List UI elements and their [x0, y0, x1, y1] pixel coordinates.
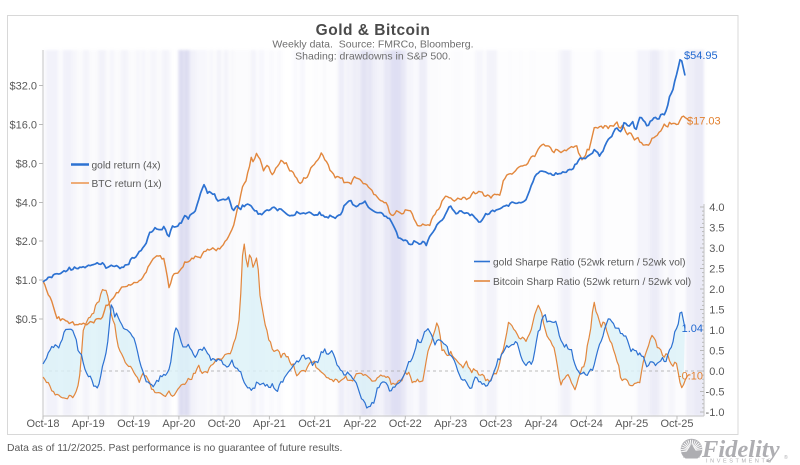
svg-text:$32.0: $32.0 [9, 80, 37, 92]
svg-text:3.5: 3.5 [709, 222, 724, 234]
svg-text:Oct-19: Oct-19 [117, 418, 150, 430]
svg-text:Fidelity: Fidelity [701, 436, 780, 463]
svg-text:-1.0: -1.0 [706, 407, 725, 419]
svg-text:4.0: 4.0 [709, 202, 724, 214]
svg-text:Apr-23: Apr-23 [434, 418, 467, 430]
svg-text:3.0: 3.0 [709, 243, 724, 255]
svg-text:Shading: drawdowns in S&P 500.: Shading: drawdowns in S&P 500. [295, 51, 451, 63]
svg-text:$54.95: $54.95 [684, 50, 718, 62]
svg-text:Apr-25: Apr-25 [615, 418, 648, 430]
svg-text:INVESTMENTS: INVESTMENTS [706, 459, 774, 465]
svg-text:Weekly data. Source: FMRCo, B: Weekly data. Source: FMRCo, Bloomberg. [272, 39, 473, 51]
svg-text:$17.03: $17.03 [687, 115, 721, 127]
svg-text:Gold & Bitcoin: Gold & Bitcoin [316, 22, 431, 39]
svg-text:Oct-22: Oct-22 [389, 418, 422, 430]
svg-text:Apr-22: Apr-22 [343, 418, 376, 430]
svg-text:BTC return (1x): BTC return (1x) [92, 179, 162, 190]
svg-text:Oct-24: Oct-24 [570, 418, 603, 430]
svg-text:Apr-20: Apr-20 [162, 418, 195, 430]
svg-text:$0.5: $0.5 [16, 314, 37, 326]
svg-text:$2.0: $2.0 [16, 236, 37, 248]
svg-text:Bitcoin Sharp Ratio (52wk retu: Bitcoin Sharp Ratio (52wk return / 52wk … [493, 277, 691, 288]
svg-text:1.5: 1.5 [709, 304, 724, 316]
svg-text:0.0: 0.0 [709, 366, 724, 378]
svg-text:Oct-20: Oct-20 [208, 418, 241, 430]
svg-text:$1.0: $1.0 [16, 275, 37, 287]
svg-text:Oct-18: Oct-18 [26, 418, 59, 430]
svg-text:1.04: 1.04 [682, 323, 703, 335]
svg-text:Oct-23: Oct-23 [479, 418, 512, 430]
svg-text:Apr-19: Apr-19 [72, 418, 105, 430]
svg-text:Apr-24: Apr-24 [525, 418, 558, 430]
svg-text:$4.0: $4.0 [16, 197, 37, 209]
svg-text:Data as of 11/2/2025. Past per: Data as of 11/2/2025. Past performance i… [7, 443, 342, 454]
svg-text:2.5: 2.5 [709, 263, 724, 275]
svg-text:$16.0: $16.0 [9, 119, 37, 131]
svg-text:gold return (4x): gold return (4x) [92, 160, 161, 171]
svg-text:Oct-25: Oct-25 [660, 418, 693, 430]
svg-text:-0.5: -0.5 [706, 386, 725, 398]
svg-text:-0.10: -0.10 [678, 370, 703, 382]
svg-text:Oct-21: Oct-21 [298, 418, 331, 430]
svg-text:®: ® [784, 454, 788, 461]
svg-text:0.5: 0.5 [709, 345, 724, 357]
svg-text:gold Sharpe Ratio (52wk return: gold Sharpe Ratio (52wk return / 52wk vo… [493, 257, 686, 268]
svg-text:2.0: 2.0 [709, 284, 724, 296]
svg-text:Apr-21: Apr-21 [253, 418, 286, 430]
svg-text:1.0: 1.0 [709, 325, 724, 337]
svg-text:$8.0: $8.0 [16, 158, 37, 170]
